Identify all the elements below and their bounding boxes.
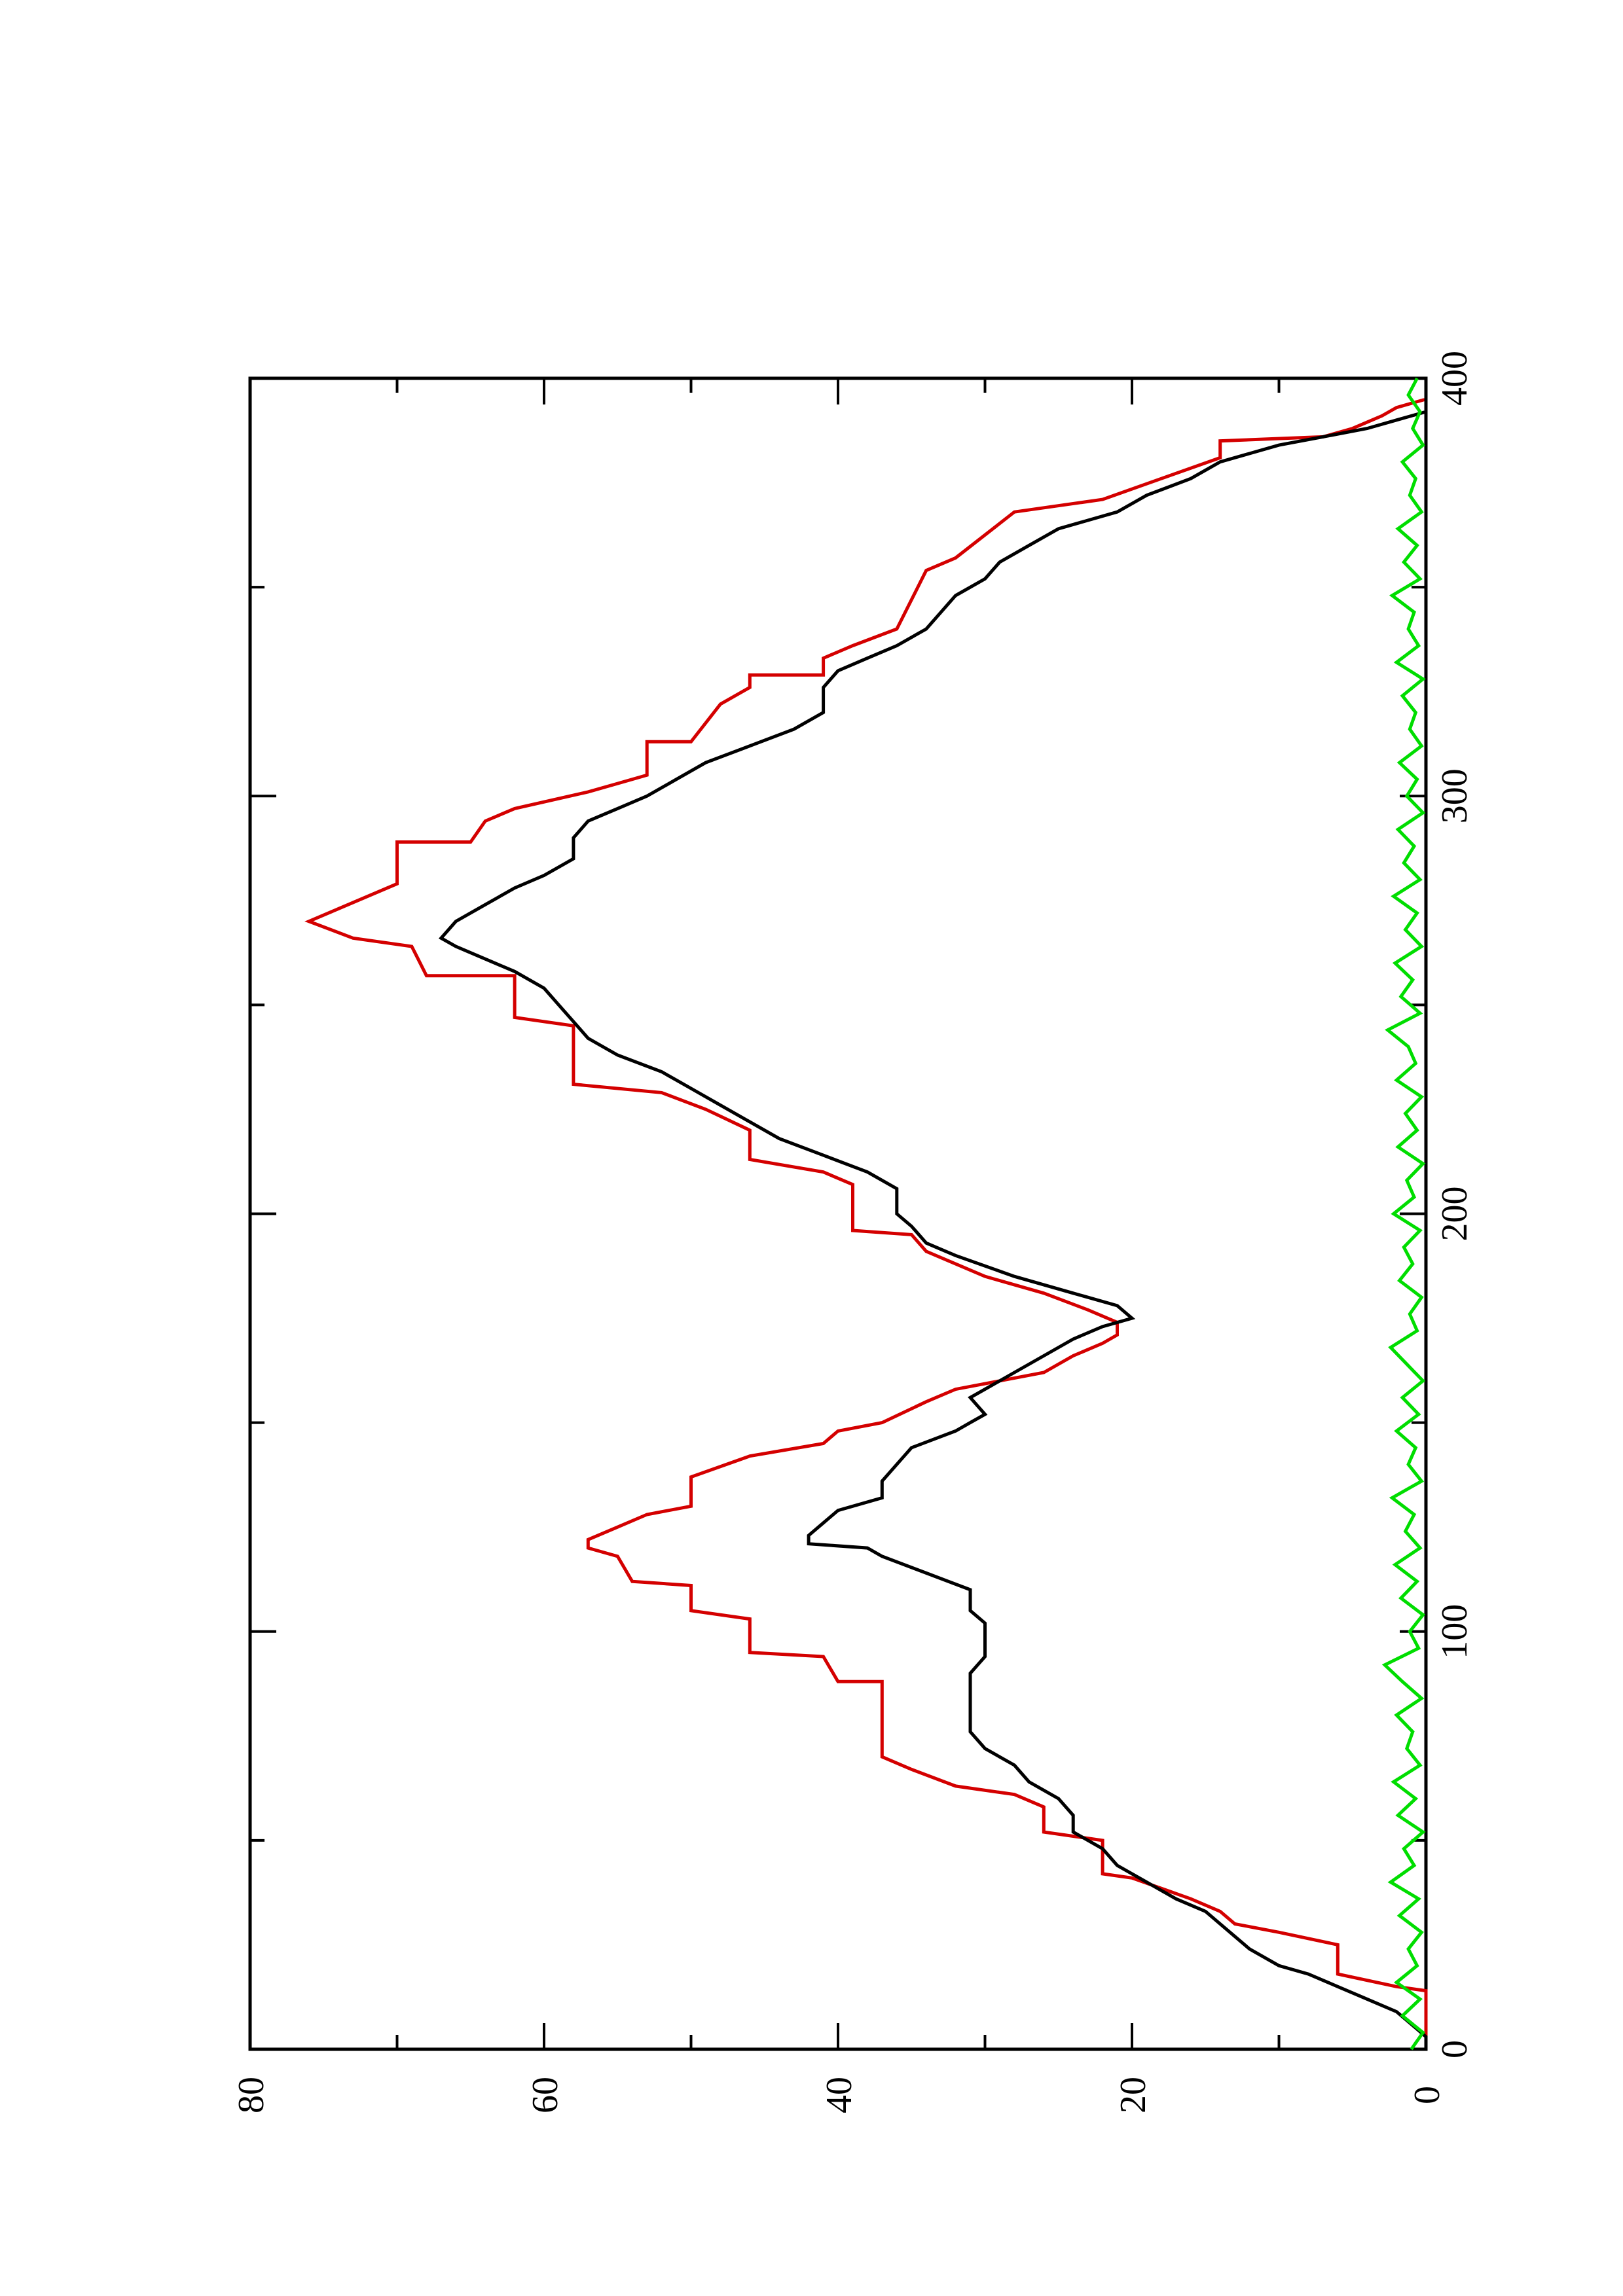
x-tick-label: 200 <box>1434 1187 1475 1242</box>
tick-labels: 0 100 200 300 400 0 20 40 60 80 <box>231 351 1475 2113</box>
ticks <box>249 377 1427 2051</box>
x-tick-label: 0 <box>1434 2040 1475 2058</box>
y-tick-label: 20 <box>1113 2077 1154 2113</box>
y-tick-label: 80 <box>231 2077 272 2113</box>
x-tick-label: 400 <box>1434 351 1475 406</box>
y-tick-label: 60 <box>525 2077 566 2113</box>
plot-frame <box>248 376 1428 2051</box>
y-tick-label: 40 <box>819 2077 860 2113</box>
x-tick-label: 100 <box>1434 1604 1475 1659</box>
series-line-1 <box>304 378 1428 2049</box>
y-tick-label: 0 <box>1407 2086 1448 2104</box>
series <box>304 377 1428 2051</box>
series-line-3 <box>1381 377 1426 2051</box>
series-line-2 <box>438 378 1428 2049</box>
x-tick-label: 300 <box>1434 768 1475 823</box>
